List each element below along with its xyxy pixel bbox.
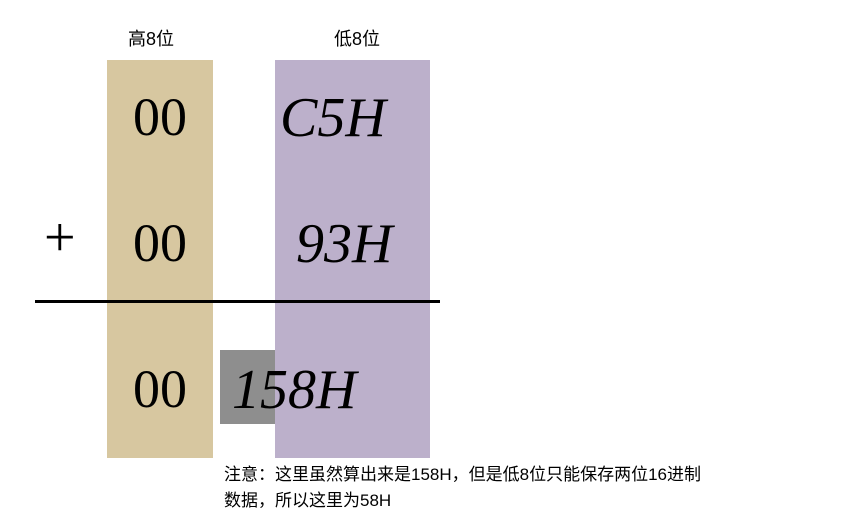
sum-rule-line (35, 300, 440, 303)
result-low: 158H (232, 358, 356, 422)
low-byte-label: 低8位 (334, 25, 380, 51)
result-high: 00 (120, 358, 200, 420)
operand1-low: C5H (280, 86, 386, 150)
high-byte-label: 高8位 (128, 25, 174, 51)
operand2-low: 93H (296, 212, 392, 276)
operand2-high: 00 (120, 212, 200, 274)
plus-operator: + (44, 206, 76, 270)
overflow-note: 注意：这里虽然算出来是158H，但是低8位只能保存两位16进制数据，所以这里为5… (224, 462, 704, 515)
operand1-high: 00 (120, 86, 200, 148)
